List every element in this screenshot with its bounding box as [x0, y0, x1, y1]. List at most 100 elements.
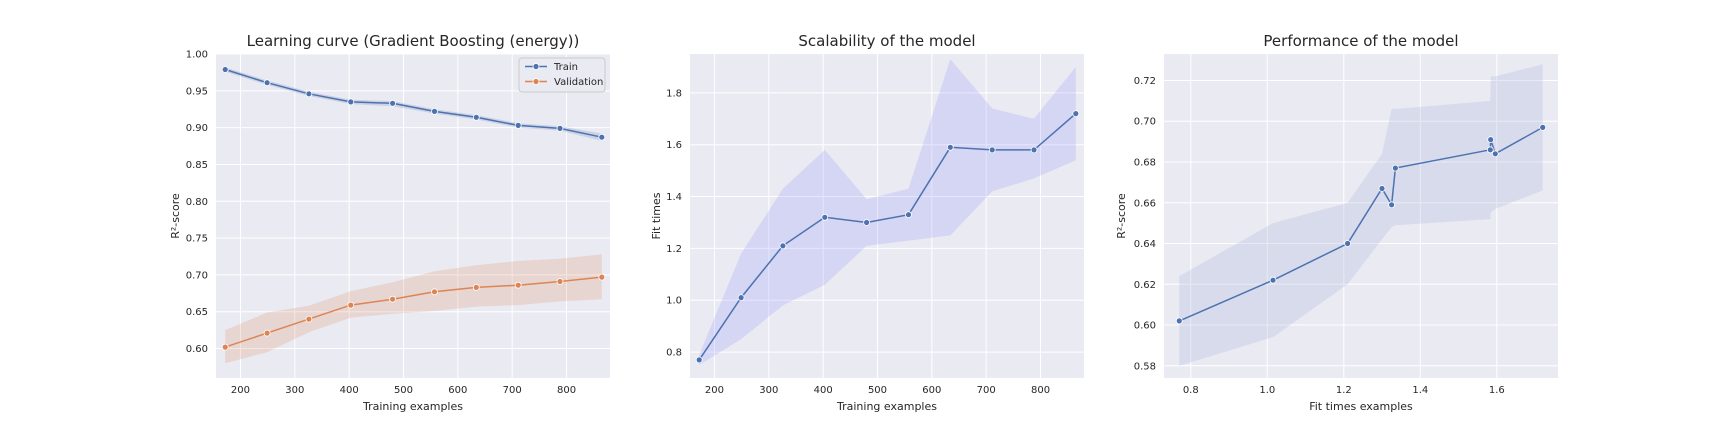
series-0-confidence-band — [1179, 64, 1543, 366]
x-tick-label: 0.8 — [1183, 385, 1199, 396]
series-1-point — [556, 278, 564, 285]
x-tick-label: 800 — [557, 385, 576, 396]
series-0-point — [598, 133, 606, 141]
grid-lines — [690, 54, 1084, 378]
y-tick-label: 1.0 — [666, 296, 682, 307]
series-0-point — [1378, 185, 1386, 192]
series-1-point — [305, 315, 313, 323]
scalability-panel: 200 300 400 500 600 700 800 0.8 1.0 1.2 1.4 1.6 1.8… — [650, 32, 1084, 413]
y-tick-label: 0.62 — [1134, 280, 1156, 291]
series-lines — [1179, 126, 1544, 322]
y-tick-label: 0.75 — [186, 234, 208, 245]
performance-panel: 0.8 1.0 1.2 1.4 1.6 0.58 0.60 0.62 0.64 0.66 0.68… — [1115, 32, 1558, 413]
series-0-point — [737, 294, 745, 302]
x-tick-labels: 200 300 400 500 600 700 800 — [231, 385, 576, 396]
series-0-point — [1269, 276, 1277, 284]
y-tick-label: 0.64 — [1134, 239, 1156, 250]
series-1-point — [263, 329, 271, 337]
x-tick-label: 800 — [1031, 385, 1050, 396]
grid-lines — [1164, 54, 1558, 378]
y-tick-label: 0.65 — [186, 307, 208, 318]
y-tick-label: 0.70 — [1134, 117, 1156, 128]
y-tick-label: 0.72 — [1134, 76, 1156, 87]
series-0-line — [224, 68, 602, 138]
y-axis-label: R²-score — [169, 193, 182, 239]
legend: Train Validation — [518, 57, 606, 93]
learning-curve-panel: 200 300 400 500 600 700 800 0.600.650.700.750.… — [169, 32, 610, 413]
x-tick-label: 1.2 — [1336, 385, 1352, 396]
y-tick-label: 0.8 — [666, 348, 682, 359]
series-0-point — [695, 356, 703, 364]
series-1-point — [598, 273, 606, 281]
series-0-point — [431, 108, 438, 115]
y-tick-labels: 0.58 0.60 0.62 0.64 0.66 0.68 0.70 0.72 — [1134, 76, 1156, 372]
series-1-point — [347, 301, 355, 309]
series-markers — [1175, 124, 1547, 325]
y-tick-label: 0.95 — [186, 86, 208, 97]
confidence-bands — [1179, 64, 1543, 366]
y-tick-label: 1.2 — [666, 244, 682, 255]
x-tick-label: 700 — [503, 385, 522, 396]
series-0-point — [389, 99, 397, 107]
series-1-point — [221, 343, 229, 351]
x-axis-label: Fit times examples — [1309, 400, 1413, 413]
y-tick-label: 0.60 — [186, 344, 208, 355]
y-tick-label: 0.80 — [186, 197, 208, 208]
x-axis-label: Training examples — [836, 400, 937, 413]
series-0-point — [1030, 146, 1038, 154]
y-tick-label: 0.85 — [186, 160, 208, 171]
series-0-line — [1179, 126, 1544, 322]
series-0-point — [221, 66, 229, 73]
series-lines — [698, 113, 1077, 361]
legend-validation-label: Validation — [554, 77, 603, 88]
x-tick-label: 500 — [868, 385, 887, 396]
series-1-point — [431, 288, 438, 296]
x-tick-labels: 0.8 1.0 1.2 1.4 1.6 — [1183, 385, 1505, 396]
series-0-line — [698, 113, 1077, 361]
series-markers — [221, 66, 606, 351]
y-tick-label: 0.60 — [1134, 321, 1156, 332]
series-0-point — [514, 122, 522, 129]
series-0-point — [863, 219, 870, 226]
series-0-point — [472, 113, 480, 121]
series-0-point — [1539, 124, 1547, 131]
series-0-point — [1175, 317, 1183, 325]
x-tick-label: 600 — [448, 385, 467, 396]
series-0-point — [305, 90, 313, 98]
x-tick-label: 1.0 — [1259, 385, 1275, 396]
y-tick-label: 0.68 — [1134, 158, 1156, 169]
series-0-point — [1072, 110, 1080, 117]
series-0-point — [1486, 146, 1494, 154]
x-tick-label: 500 — [394, 385, 413, 396]
series-0-point — [779, 242, 787, 250]
y-axis-label: Fit times — [650, 192, 663, 239]
legend-train-label: Train — [553, 62, 578, 73]
x-tick-label: 1.4 — [1412, 385, 1428, 396]
chart-title: Performance of the model — [1263, 32, 1458, 50]
series-0-confidence-band — [699, 59, 1076, 365]
y-tick-label: 1.6 — [666, 140, 682, 151]
y-tick-label: 1.4 — [666, 192, 682, 203]
grid-lines — [216, 53, 610, 378]
x-tick-label: 700 — [977, 385, 996, 396]
series-1-point — [389, 295, 397, 303]
series-0-point — [988, 146, 996, 154]
series-0-point — [946, 143, 954, 151]
series-lines — [224, 68, 602, 348]
x-axis-label: Training examples — [362, 400, 463, 413]
x-tick-label: 600 — [922, 385, 941, 396]
plot-area — [690, 54, 1084, 378]
chart-title: Learning curve (Gradient Boosting (energ… — [247, 32, 580, 50]
legend-train-marker — [532, 63, 540, 70]
x-tick-label: 200 — [231, 385, 250, 396]
series-1-point — [472, 283, 480, 291]
x-tick-label: 200 — [705, 385, 724, 396]
x-tick-label: 400 — [814, 385, 833, 396]
series-0-point — [1491, 150, 1499, 158]
chart-title: Scalability of the model — [798, 32, 975, 50]
y-tick-label: 0.66 — [1134, 198, 1156, 209]
series-0-point — [821, 213, 829, 221]
y-tick-label: 0.90 — [186, 123, 208, 134]
series-1-confidence-band — [225, 254, 602, 364]
